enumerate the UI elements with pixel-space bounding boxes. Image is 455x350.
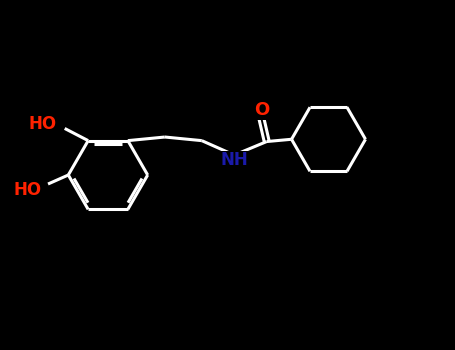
Text: O: O [254,101,269,119]
Text: HO: HO [13,181,41,199]
Text: HO: HO [29,115,56,133]
Text: NH: NH [220,152,248,169]
